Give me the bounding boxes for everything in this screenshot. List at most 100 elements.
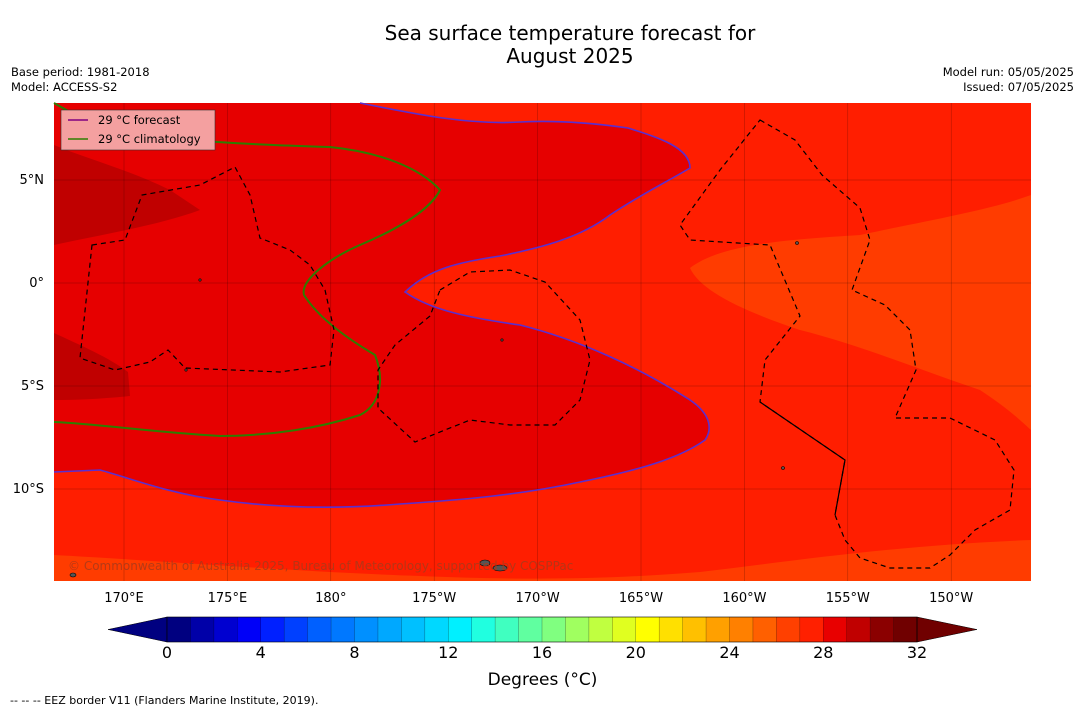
colorbar-segment bbox=[331, 617, 355, 642]
model-name: Model: ACCESS-S2 bbox=[11, 80, 118, 94]
lon-label: 155°W bbox=[826, 591, 870, 606]
colorbar-segment bbox=[682, 617, 707, 642]
eez-border-tuvalu bbox=[79, 166, 335, 373]
legend-climatology-label: 29 °C climatology bbox=[98, 132, 201, 146]
copyright-notice: © Commonwealth of Australia 2025, Bureau… bbox=[68, 559, 573, 573]
eez-borders bbox=[79, 119, 1015, 569]
meta-right: Model run: 05/05/2025 Issued: 07/05/2025 bbox=[943, 65, 1074, 95]
colorbar-segment bbox=[167, 617, 191, 642]
meta-left: Base period: 1981-2018 Model: ACCESS-S2 bbox=[11, 65, 150, 95]
colorbar-segment bbox=[448, 617, 472, 642]
colorbar-segment bbox=[823, 617, 847, 642]
lat-label: 5°N bbox=[20, 173, 45, 188]
colorbar-segment bbox=[752, 617, 777, 642]
lon-label: 150°W bbox=[929, 591, 973, 606]
island bbox=[781, 466, 785, 470]
colorbar-segment bbox=[354, 617, 379, 642]
colorbar-segment bbox=[471, 617, 496, 642]
colorbar-tick: 32 bbox=[907, 643, 927, 662]
island bbox=[492, 564, 508, 572]
colorbar-segment bbox=[659, 617, 683, 642]
colorbar-tick: 28 bbox=[813, 643, 833, 662]
colorbar-extend-low bbox=[107, 616, 168, 643]
colorbar-segment bbox=[424, 617, 449, 642]
colorbar-segment bbox=[893, 617, 918, 642]
colorbar-segment bbox=[518, 617, 543, 642]
sst-region-28-south bbox=[54, 540, 1031, 581]
issued-date: Issued: 07/05/2025 bbox=[963, 80, 1074, 94]
colorbar-segment bbox=[776, 617, 801, 642]
climatology-29-contour bbox=[53, 102, 442, 438]
title-line-1: Sea surface temperature forecast for bbox=[384, 21, 756, 45]
map-plot-area: 29 °C forecast 29 °C climatology © Commo… bbox=[53, 102, 1031, 581]
colorbar-label: Degrees (°C) bbox=[487, 670, 598, 690]
colorbar-segment bbox=[635, 617, 660, 642]
colorbar-tick: 16 bbox=[532, 643, 552, 662]
colorbar-segment bbox=[612, 617, 637, 642]
sst-region-32-north bbox=[54, 145, 200, 245]
lon-label: 175°W bbox=[412, 591, 456, 606]
forecast-29-contour bbox=[53, 102, 710, 509]
lon-label: 180° bbox=[315, 591, 346, 606]
sst-region-28 bbox=[690, 195, 1031, 430]
colorbar-tick: 12 bbox=[438, 643, 458, 662]
island bbox=[479, 559, 491, 567]
eez-border-line-islands bbox=[679, 119, 1015, 569]
colorbar-tick: 4 bbox=[256, 643, 266, 662]
island bbox=[500, 338, 504, 342]
lat-label: 10°S bbox=[13, 482, 44, 497]
colorbar-segment bbox=[401, 617, 426, 642]
sst-region-30 bbox=[54, 103, 710, 508]
colorbar bbox=[107, 616, 978, 643]
colorbar-segment bbox=[377, 617, 402, 642]
legend-box bbox=[60, 109, 216, 151]
colorbar-segment bbox=[260, 617, 285, 642]
lat-label: 0° bbox=[29, 276, 44, 291]
colorbar-segment bbox=[213, 617, 238, 642]
eez-border-cook-north bbox=[759, 401, 846, 516]
chart-title: Sea surface temperature forecast for Aug… bbox=[0, 22, 1085, 68]
islands bbox=[69, 241, 799, 578]
colorbar-segment bbox=[190, 617, 215, 642]
base-period: Base period: 1981-2018 bbox=[11, 65, 150, 79]
colorbar-segment bbox=[870, 617, 894, 642]
colorbar-tick: 20 bbox=[626, 643, 646, 662]
colorbar-frame bbox=[166, 616, 918, 643]
colorbar-segment bbox=[284, 617, 308, 642]
island bbox=[184, 368, 188, 372]
colorbar-tick: 24 bbox=[719, 643, 739, 662]
lat-label: 5°S bbox=[21, 379, 44, 394]
colorbar-segment bbox=[846, 617, 871, 642]
colorbar-segment bbox=[588, 617, 613, 642]
lon-label: 175°E bbox=[208, 591, 248, 606]
colorbar-segment bbox=[706, 617, 730, 642]
island bbox=[198, 278, 202, 282]
colorbar-extend-high bbox=[916, 616, 978, 643]
sst-region-32-south bbox=[54, 333, 130, 400]
lon-label: 170°E bbox=[104, 591, 144, 606]
lon-label: 165°W bbox=[619, 591, 663, 606]
colorbar-tick: 0 bbox=[162, 643, 172, 662]
lon-label: 170°W bbox=[516, 591, 560, 606]
island bbox=[795, 241, 799, 245]
model-run: Model run: 05/05/2025 bbox=[942, 65, 1074, 79]
colorbar-segment bbox=[237, 617, 262, 642]
colorbar-tick: 8 bbox=[349, 643, 359, 662]
colorbar-segment bbox=[495, 617, 519, 642]
longitude-labels: 170°E 175°E 180° 175°W 170°W 165°W 160°W 155°W 1… bbox=[104, 591, 973, 606]
colorbar-segment bbox=[565, 617, 590, 642]
latitude-labels: 5°N 0° 5°S 10°S bbox=[13, 173, 44, 497]
colorbar-segment bbox=[729, 617, 754, 642]
eez-border-tokelau bbox=[377, 269, 591, 443]
colorbar-segment bbox=[307, 617, 332, 642]
colorbar-segment bbox=[799, 617, 824, 642]
island bbox=[69, 572, 77, 578]
eez-footnote: -- -- -- EEZ border V11 (Flanders Marine… bbox=[10, 694, 319, 707]
colorbar-segment bbox=[542, 617, 566, 642]
contour-legend: 29 °C forecast 29 °C climatology bbox=[60, 109, 216, 151]
lon-label: 160°W bbox=[722, 591, 766, 606]
title-line-2: August 2025 bbox=[506, 44, 634, 68]
legend-forecast-label: 29 °C forecast bbox=[98, 113, 181, 127]
colorbar-tick-labels: 0 4 8 12 16 20 24 28 32 bbox=[162, 643, 927, 662]
